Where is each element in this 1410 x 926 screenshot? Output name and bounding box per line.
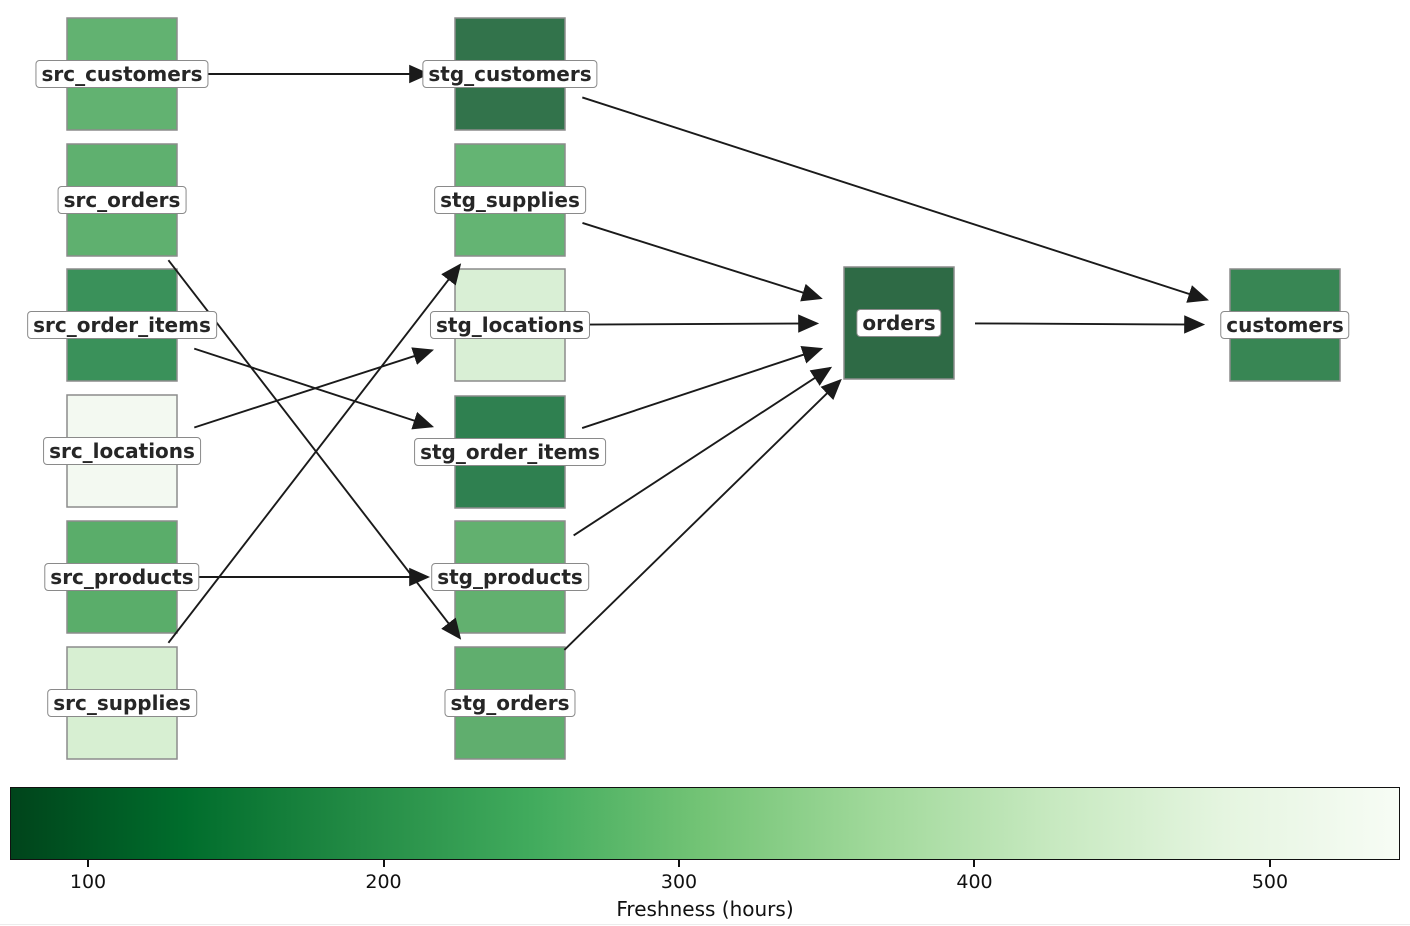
node-label-src_customers: src_customers — [35, 60, 209, 88]
colorbar-tick-mark — [973, 860, 976, 867]
lineage-graph — [66, 17, 1341, 760]
colorbar-tick-label: 200 — [365, 871, 402, 893]
colorbar-gradient — [10, 787, 1400, 860]
node-label-stg_customers: stg_customers — [422, 60, 598, 88]
edge-orders-to-customers — [974, 315, 1206, 334]
edge-stg_orders-to-orders — [563, 378, 842, 651]
colorbar-tick-label: 300 — [660, 871, 698, 893]
node-label-stg_locations: stg_locations — [429, 311, 591, 339]
node-label-stg_orders: stg_orders — [444, 689, 576, 717]
colorbar-tick-label: 500 — [1251, 871, 1289, 893]
node-label-src_orders: src_orders — [57, 186, 187, 214]
edge-stg_supplies-to-orders — [582, 222, 823, 302]
node-label-stg_order_items: stg_order_items — [414, 438, 606, 466]
node-label-customers: customers — [1220, 311, 1350, 339]
colorbar-tick-mark — [677, 860, 680, 867]
edges-layer — [167, 64, 1209, 651]
node-label-src_locations: src_locations — [43, 437, 201, 465]
edge-stg_customers-to-customers — [582, 96, 1209, 303]
colorbar-axis-label: Freshness (hours) — [616, 897, 794, 921]
node-label-src_supplies: src_supplies — [47, 689, 197, 717]
colorbar-tick-mark — [87, 860, 89, 867]
edge-src_supplies-to-stg_supplies — [167, 263, 462, 644]
edge-src_locations-to-stg_locations — [193, 347, 434, 429]
edge-stg_locations-to-orders — [585, 314, 820, 333]
node-label-src_order_items: src_order_items — [27, 311, 217, 339]
node-label-src_products: src_products — [44, 563, 200, 591]
edge-stg_products-to-orders — [573, 366, 833, 537]
colorbar-tick-label: 400 — [956, 871, 993, 893]
node-label-stg_supplies: stg_supplies — [434, 186, 586, 214]
colorbar-tick-mark — [382, 860, 385, 867]
figure-bottom-hairline — [0, 924, 1410, 925]
colorbar-tick-label: 100 — [69, 871, 107, 893]
edge-src_order_items-to-stg_order_items — [193, 347, 435, 430]
edge-stg_order_items-to-orders — [581, 346, 824, 429]
colorbar-tick-mark — [1268, 860, 1271, 867]
node-label-stg_products: stg_products — [431, 563, 589, 591]
node-label-orders: orders — [856, 309, 942, 337]
